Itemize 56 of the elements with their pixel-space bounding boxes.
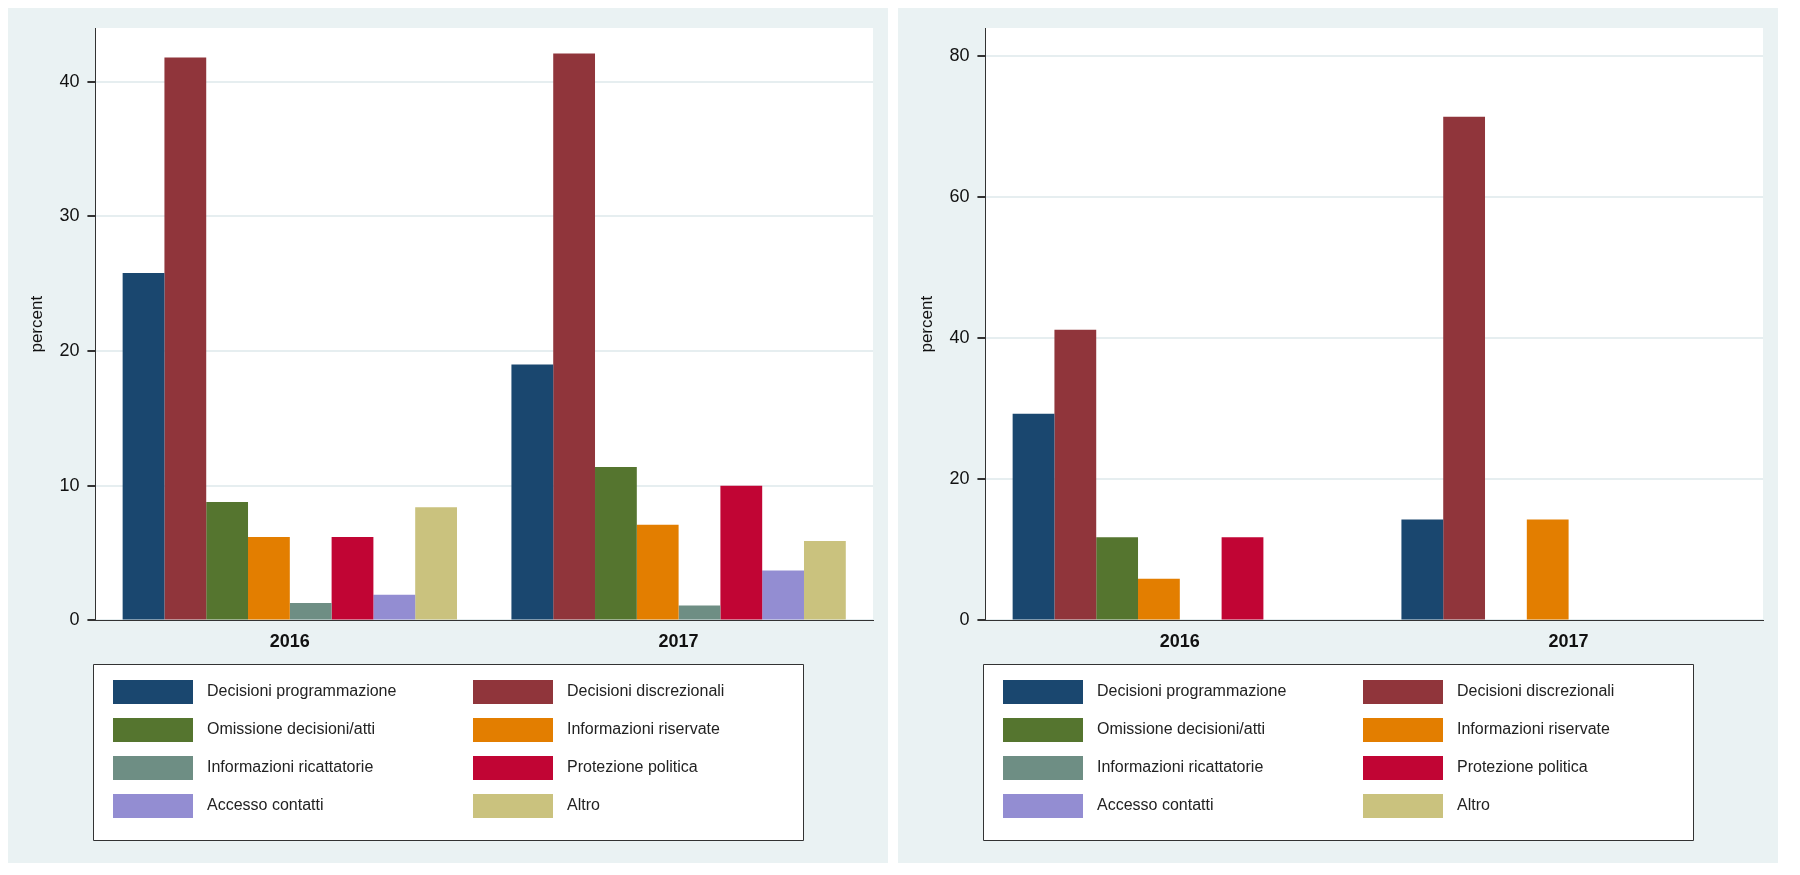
legend-label: Decisioni discrezionali bbox=[1457, 682, 1615, 700]
y-tick-label: 40 bbox=[949, 327, 970, 348]
y-tick-label: 40 bbox=[59, 70, 80, 91]
legend-label: Accesso contatti bbox=[1097, 796, 1214, 814]
x-tick-label: 2016 bbox=[1159, 631, 1200, 652]
bar bbox=[1526, 519, 1569, 620]
bar bbox=[762, 570, 804, 620]
bar bbox=[1401, 519, 1444, 620]
bar bbox=[553, 53, 596, 620]
y-tick-label: 60 bbox=[949, 186, 970, 207]
bar bbox=[678, 605, 721, 620]
y-tick-label: 30 bbox=[59, 205, 80, 226]
bar bbox=[1443, 116, 1486, 620]
x-tick-label: 2016 bbox=[269, 631, 310, 652]
y-axis-title: percent bbox=[916, 295, 936, 353]
x-tick-label: 2017 bbox=[658, 631, 699, 652]
y-tick-label: 80 bbox=[949, 45, 970, 66]
legend-label: Informazioni riservate bbox=[1457, 720, 1611, 738]
legend-label: Informazioni ricattatorie bbox=[207, 758, 374, 776]
bar bbox=[636, 524, 679, 620]
bar bbox=[1054, 329, 1097, 620]
bar bbox=[289, 602, 332, 620]
legend-label: Protezione politica bbox=[1457, 758, 1588, 776]
legend-label: Decisioni programmazione bbox=[1097, 682, 1287, 700]
x-tick-label: 2017 bbox=[1548, 631, 1589, 652]
legend-label: Accesso contatti bbox=[207, 796, 324, 814]
bar bbox=[164, 57, 207, 620]
bar bbox=[206, 501, 249, 620]
bar bbox=[1096, 537, 1139, 620]
bar bbox=[373, 594, 416, 620]
legend-label: Informazioni ricattatorie bbox=[1097, 758, 1264, 776]
legend-label: Altro bbox=[1457, 796, 1490, 814]
y-tick-label: 10 bbox=[59, 474, 80, 495]
bar bbox=[1012, 413, 1055, 620]
bar bbox=[122, 273, 165, 620]
bar bbox=[331, 536, 374, 620]
legend-label: Decisioni discrezionali bbox=[567, 682, 725, 700]
bar bbox=[1138, 578, 1180, 620]
legend-label: Altro bbox=[567, 796, 600, 814]
bar bbox=[511, 364, 554, 620]
bar bbox=[415, 507, 457, 620]
y-axis-title: percent bbox=[26, 295, 46, 353]
legend-label: Decisioni programmazione bbox=[207, 682, 397, 700]
legend-label: Omissione decisioni/atti bbox=[1097, 720, 1266, 738]
legend-label: Informazioni riservate bbox=[567, 720, 721, 738]
bar bbox=[248, 536, 290, 620]
y-tick-label: 0 bbox=[959, 609, 970, 630]
y-tick-label: 20 bbox=[949, 468, 970, 489]
legend-label: Omissione decisioni/atti bbox=[207, 720, 376, 738]
bar bbox=[595, 466, 637, 620]
legend-label: Protezione politica bbox=[567, 758, 698, 776]
bar bbox=[1221, 537, 1264, 620]
bar bbox=[720, 485, 763, 620]
bar bbox=[803, 540, 846, 620]
y-tick-label: 0 bbox=[69, 609, 80, 630]
y-tick-label: 20 bbox=[59, 340, 80, 361]
